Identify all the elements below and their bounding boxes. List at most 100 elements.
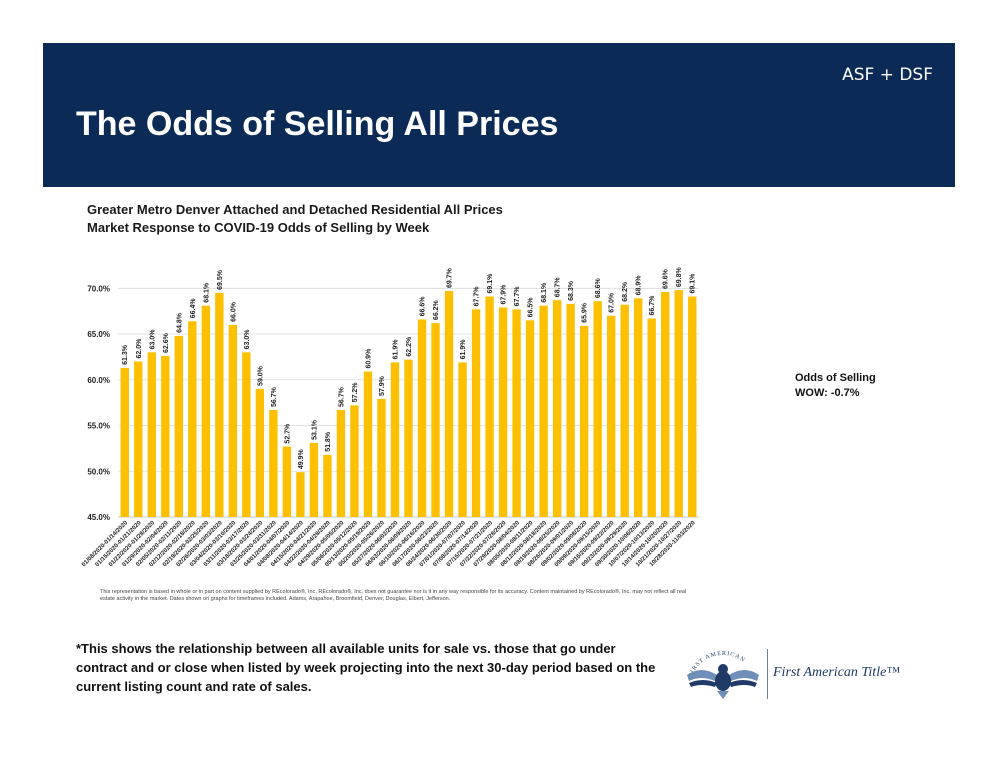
y-tick-label: 50.0%: [87, 467, 110, 476]
bar: [661, 291, 670, 517]
bar: [120, 367, 129, 517]
bar-value-label: 66.6%: [420, 296, 427, 317]
y-tick-label: 70.0%: [87, 284, 110, 293]
bar-value-label: 67.9%: [501, 284, 508, 305]
bar-value-label: 68.2%: [622, 281, 629, 302]
bar: [174, 335, 183, 517]
bar-value-label: 68.7%: [555, 277, 562, 298]
bar-value-label: 68.1%: [203, 282, 210, 303]
bar-value-label: 69.6%: [663, 268, 670, 289]
bar-value-label: 61.9%: [392, 339, 399, 360]
bar-value-label: 51.8%: [325, 431, 332, 452]
bar: [579, 325, 589, 517]
bar: [471, 309, 481, 517]
bar: [323, 454, 332, 517]
bar: [525, 320, 535, 517]
bar: [242, 352, 251, 517]
y-tick-label: 55.0%: [87, 422, 110, 431]
source-note: This representation is based in whole or…: [100, 589, 687, 602]
chart-title: Greater Metro Denver Attached and Detach…: [87, 201, 503, 237]
bar: [282, 446, 292, 517]
bar: [161, 355, 170, 517]
bar-value-label: 66.7%: [649, 295, 656, 316]
bar-value-label: 66.5%: [528, 297, 535, 318]
footnote: *This shows the relationship between all…: [76, 641, 656, 694]
bar: [634, 298, 643, 517]
bar-value-label: 59.0%: [257, 365, 264, 386]
bar-value-label: 65.9%: [582, 302, 589, 323]
bar: [255, 388, 265, 517]
bar-value-label: 57.2%: [352, 382, 359, 403]
bar: [309, 442, 319, 517]
bar: [674, 290, 683, 517]
bar-value-label: 64.8%: [176, 312, 183, 333]
bar: [201, 305, 211, 517]
bar: [512, 309, 521, 517]
bar: [336, 409, 346, 517]
bar: [431, 323, 440, 517]
bar: [566, 303, 575, 517]
bar-value-label: 66.4%: [190, 298, 197, 319]
bar-value-label: 67.7%: [514, 286, 521, 307]
bar: [134, 361, 143, 517]
slide: ASF + DSF The Odds of Selling All Prices…: [43, 43, 955, 743]
bar-value-label: 68.3%: [568, 280, 575, 301]
bar-value-label: 67.0%: [609, 292, 616, 313]
bar-value-label: 49.9%: [298, 449, 305, 470]
bar-value-label: 61.9%: [460, 339, 467, 360]
bar: [593, 301, 602, 517]
bar: [296, 472, 305, 517]
chart-title-line2: Market Response to COVID-19 Odds of Sell…: [87, 220, 430, 235]
bar-value-label: 69.7%: [447, 267, 454, 288]
bar: [688, 296, 697, 517]
bar: [390, 362, 400, 517]
logo-name: First American Title™: [773, 665, 901, 680]
y-tick-label: 45.0%: [87, 513, 110, 522]
bar-value-label: 69.5%: [217, 269, 224, 290]
bar: [363, 371, 373, 517]
bar: [147, 352, 156, 517]
bar-value-label: 62.6%: [163, 332, 170, 353]
bar: [458, 362, 467, 517]
header-banner: ASF + DSF The Odds of Selling All Prices: [43, 43, 955, 187]
bar: [215, 292, 224, 517]
bar-value-label: 62.0%: [136, 338, 143, 359]
header-tag: ASF + DSF: [842, 65, 933, 85]
bar-value-label: 69.1%: [690, 273, 697, 294]
bar: [417, 319, 427, 517]
page-title: The Odds of Selling All Prices: [76, 105, 559, 143]
bar-value-label: 60.9%: [365, 348, 372, 369]
y-tick-label: 60.0%: [87, 376, 110, 385]
first-american-logo: FIRST AMERICAN First American Title™: [681, 645, 921, 701]
chart-title-line1: Greater Metro Denver Attached and Detach…: [87, 202, 503, 217]
summary-box: Odds of Selling WOW: -0.7%: [795, 371, 876, 401]
bar-value-label: 53.1%: [311, 419, 318, 440]
bar-value-label: 63.0%: [244, 329, 251, 350]
bar: [485, 296, 494, 517]
bar-value-label: 56.7%: [271, 386, 278, 407]
bar: [444, 291, 454, 517]
summary-wow: WOW: -0.7%: [795, 387, 860, 399]
bar-value-label: 62.2%: [406, 336, 413, 357]
bar-value-label: 68.6%: [595, 277, 602, 298]
bar: [269, 409, 278, 517]
eagle-icon: FIRST AMERICAN: [687, 651, 759, 699]
bar-value-label: 63.0%: [149, 329, 156, 350]
bar: [350, 405, 359, 517]
bar: [620, 304, 629, 517]
bar: [377, 398, 386, 517]
bar: [606, 315, 616, 517]
bar: [539, 305, 548, 517]
bar: [404, 359, 413, 517]
bar-value-label: 52.7%: [284, 423, 291, 444]
logo-divider: [767, 649, 768, 699]
bar-value-label: 61.3%: [122, 344, 129, 365]
bar-value-label: 56.7%: [338, 386, 345, 407]
bar-value-label: 67.7%: [474, 286, 481, 307]
bar: [188, 321, 197, 517]
bar-value-label: 68.1%: [541, 282, 548, 303]
bar: [647, 318, 656, 517]
bar-chart: 45.0%50.0%55.0%60.0%65.0%70.0%61.3%01/08…: [81, 267, 699, 568]
y-tick-label: 65.0%: [87, 330, 110, 339]
bar-value-label: 66.2%: [433, 299, 440, 320]
